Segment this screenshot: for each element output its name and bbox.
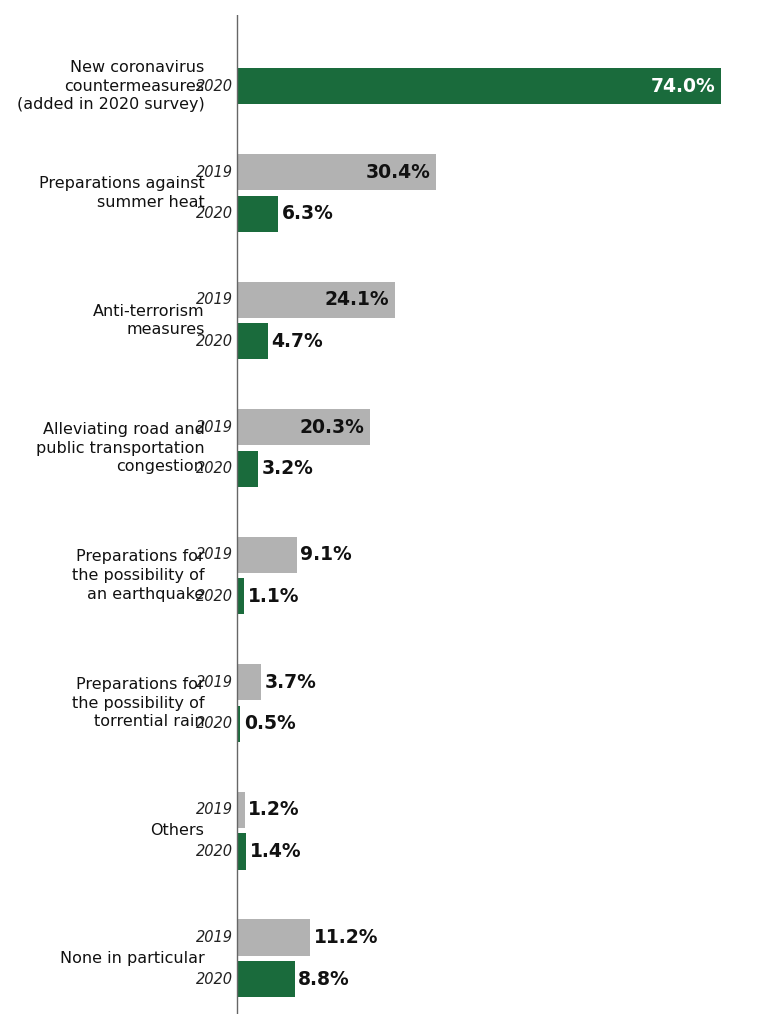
Text: 2019: 2019 [196, 675, 233, 690]
Text: 8.8%: 8.8% [298, 970, 350, 988]
Bar [238, 410, 370, 445]
Text: 1.2%: 1.2% [249, 801, 300, 819]
Text: 3.2%: 3.2% [261, 460, 314, 478]
Bar [238, 665, 261, 700]
Text: 2019: 2019 [196, 803, 233, 817]
Text: 74.0%: 74.0% [652, 77, 716, 95]
Text: 2019: 2019 [196, 165, 233, 179]
Text: 4.7%: 4.7% [271, 332, 323, 351]
Text: 2019: 2019 [196, 420, 233, 435]
Bar [238, 579, 245, 614]
Bar [238, 962, 295, 997]
Bar [238, 537, 296, 572]
Bar [238, 282, 395, 317]
Text: 0.5%: 0.5% [244, 715, 296, 733]
Bar [238, 792, 245, 828]
Bar [238, 68, 721, 104]
Text: 6.3%: 6.3% [281, 204, 333, 223]
Text: 3.7%: 3.7% [265, 673, 317, 692]
Text: 2020: 2020 [196, 589, 233, 604]
Text: 24.1%: 24.1% [325, 290, 390, 309]
Text: 9.1%: 9.1% [300, 545, 352, 564]
Text: 30.4%: 30.4% [366, 163, 430, 181]
Text: Preparations for
the possibility of
torrential rain: Preparations for the possibility of torr… [72, 677, 205, 729]
Bar [238, 706, 241, 742]
Bar [238, 451, 258, 486]
Text: 2020: 2020 [196, 844, 233, 859]
Text: 2020: 2020 [196, 717, 233, 731]
Bar [238, 834, 246, 869]
Text: None in particular: None in particular [60, 951, 205, 966]
Text: 11.2%: 11.2% [314, 928, 378, 947]
Text: Alleviating road and
public transportation
congestion: Alleviating road and public transportati… [36, 422, 205, 474]
Text: 1.1%: 1.1% [248, 587, 299, 606]
Bar [238, 154, 436, 190]
Text: New coronavirus
countermeasures
(added in 2020 survey): New coronavirus countermeasures (added i… [16, 60, 205, 113]
Text: 2020: 2020 [196, 334, 233, 349]
Bar [238, 324, 268, 359]
Text: 20.3%: 20.3% [299, 418, 365, 436]
Text: Others: Others [151, 823, 205, 839]
Bar [238, 196, 278, 231]
Text: 2019: 2019 [196, 547, 233, 562]
Bar [238, 920, 310, 955]
Text: 2019: 2019 [196, 930, 233, 945]
Text: 2020: 2020 [196, 79, 233, 93]
Text: 2020: 2020 [196, 972, 233, 986]
Text: 2020: 2020 [196, 461, 233, 476]
Text: Preparations against
summer heat: Preparations against summer heat [38, 176, 205, 210]
Text: 2020: 2020 [196, 206, 233, 221]
Text: Preparations for
the possibility of
an earthquake: Preparations for the possibility of an e… [72, 550, 205, 602]
Text: Anti-terrorism
measures: Anti-terrorism measures [93, 304, 205, 337]
Text: 2019: 2019 [196, 292, 233, 307]
Text: 1.4%: 1.4% [249, 842, 301, 861]
